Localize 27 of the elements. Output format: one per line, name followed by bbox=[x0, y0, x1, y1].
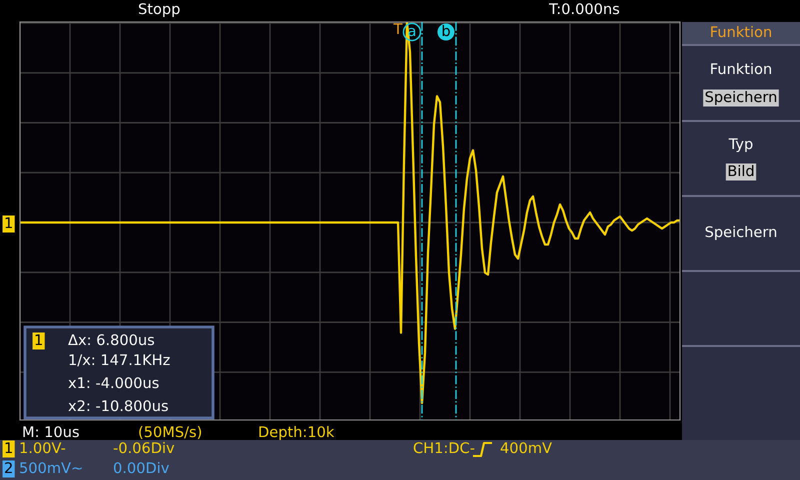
text: -0.06Div bbox=[114, 442, 174, 454]
text: 1.00V- bbox=[20, 442, 66, 454]
text: Bild bbox=[728, 164, 754, 176]
text: 500mV~ bbox=[20, 462, 82, 474]
text: Speichern bbox=[706, 90, 776, 106]
text: CH1:DC- bbox=[414, 442, 474, 454]
annotation: x1: -4.000us bbox=[68, 377, 159, 388]
text: Speichern bbox=[706, 226, 776, 240]
text: 1 bbox=[6, 442, 12, 454]
annotation: T bbox=[394, 23, 402, 34]
text: Depth:10k bbox=[259, 426, 334, 440]
annotation: 1/x: 147.1KHz bbox=[70, 354, 170, 366]
text: Funktion bbox=[711, 62, 771, 74]
text: Funktion bbox=[711, 26, 771, 38]
text: Typ bbox=[728, 138, 752, 152]
text: 400mV bbox=[500, 442, 552, 454]
text: 1 bbox=[6, 217, 12, 228]
text: Stopp bbox=[138, 3, 180, 18]
annotation: Δx: 6.800us bbox=[68, 334, 154, 346]
annotation: 1 bbox=[36, 334, 42, 346]
text: (50MS/s) bbox=[139, 426, 202, 439]
text: 2 bbox=[5, 462, 12, 474]
text: 0.00Div bbox=[114, 462, 169, 474]
annotation: x2: -10.800us bbox=[68, 400, 168, 412]
text: M: 10us bbox=[23, 426, 79, 438]
annotation: b bbox=[442, 24, 450, 36]
text: T:0.000ns bbox=[548, 3, 620, 14]
